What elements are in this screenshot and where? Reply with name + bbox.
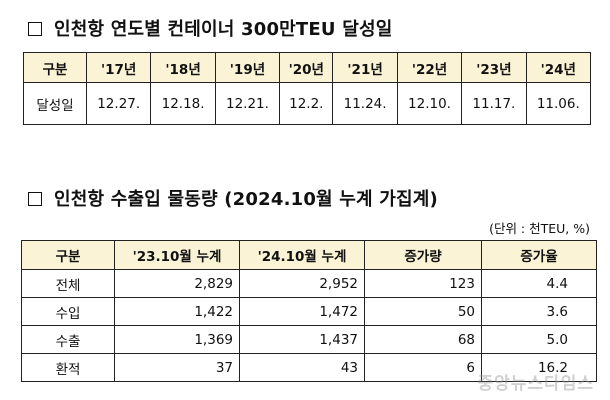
header-cell: '23.10월 누계 <box>114 240 240 270</box>
header-cell: 증가율 <box>481 240 597 270</box>
row-label-cell: 달성일 <box>23 82 87 125</box>
header-cell: '24.10월 누계 <box>239 240 365 270</box>
date-cell: 12.21. <box>214 82 281 125</box>
year-header-cell: '19년 <box>214 52 281 83</box>
section2-title: 인천항 수출입 물동량 (2024.10월 누계 가집계) <box>54 189 438 210</box>
header-cell: 구분 <box>23 52 87 83</box>
year-header-cell: '24년 <box>525 52 592 83</box>
date-cell: 12.10. <box>396 82 463 125</box>
date-cell: 11.06. <box>525 82 592 125</box>
row-label-cell: 환적 <box>21 353 115 382</box>
date-cell: 11.17. <box>461 82 527 125</box>
table-row: 수입 1,422 1,472 50 3.6 <box>21 297 597 326</box>
row-label-cell: 수출 <box>21 325 115 354</box>
value-cell: 3.6 <box>481 297 597 326</box>
date-cell: 12.18. <box>150 82 216 125</box>
cargo-volume-table: 구분 '23.10월 누계 '24.10월 누계 증가량 증가율 전체 2,82… <box>21 240 597 382</box>
value-cell: 2,829 <box>114 269 240 298</box>
value-cell: 4.4 <box>481 269 597 298</box>
year-header-cell: '21년 <box>332 52 398 83</box>
checkbox-square-icon <box>28 22 42 36</box>
value-cell: 68 <box>364 325 482 354</box>
unit-note: (단위 : 천TEU, %) <box>489 221 590 236</box>
header-cell: 구분 <box>21 240 115 270</box>
section2-heading: 인천항 수출입 물동량 (2024.10월 누계 가집계) <box>28 185 438 211</box>
value-cell: 1,437 <box>239 325 365 354</box>
value-cell: 2,952 <box>239 269 365 298</box>
row-label-cell: 전체 <box>21 269 115 298</box>
table-row: 수출 1,369 1,437 68 5.0 <box>21 325 597 354</box>
table-row: 환적 37 43 6 16.2 <box>21 353 597 382</box>
value-cell: 5.0 <box>481 325 597 354</box>
checkbox-square-icon <box>28 192 42 206</box>
header-cell: 증가량 <box>364 240 482 270</box>
year-header-cell: '23년 <box>461 52 527 83</box>
table-header-row: 구분 '17년 '18년 '19년 '20년 '21년 '22년 '23년 '2… <box>23 52 592 83</box>
value-cell: 50 <box>364 297 482 326</box>
watermark: 중앙뉴스다임스 <box>477 374 594 394</box>
year-header-cell: '20년 <box>279 52 334 83</box>
table-row: 달성일 12.27. 12.18. 12.21. 12.2. 11.24. 12… <box>23 82 592 125</box>
table-row: 전체 2,829 2,952 123 4.4 <box>21 269 597 298</box>
value-cell: 1,422 <box>114 297 240 326</box>
value-cell: 16.2 <box>481 353 597 382</box>
date-cell: 11.24. <box>332 82 398 125</box>
achievement-date-table: 구분 '17년 '18년 '19년 '20년 '21년 '22년 '23년 '2… <box>23 52 592 125</box>
value-cell: 43 <box>239 353 365 382</box>
value-cell: 6 <box>364 353 482 382</box>
year-header-cell: '17년 <box>85 52 152 83</box>
section1-title: 인천항 연도별 컨테이너 300만TEU 달성일 <box>54 19 393 40</box>
date-cell: 12.2. <box>279 82 334 125</box>
year-header-cell: '22년 <box>396 52 463 83</box>
row-label-cell: 수입 <box>21 297 115 326</box>
value-cell: 1,472 <box>239 297 365 326</box>
year-header-cell: '18년 <box>150 52 216 83</box>
section1-heading: 인천항 연도별 컨테이너 300만TEU 달성일 <box>28 15 392 41</box>
value-cell: 37 <box>114 353 240 382</box>
value-cell: 1,369 <box>114 325 240 354</box>
date-cell: 12.27. <box>85 82 152 125</box>
table-header-row: 구분 '23.10월 누계 '24.10월 누계 증가량 증가율 <box>21 240 597 270</box>
value-cell: 123 <box>364 269 482 298</box>
